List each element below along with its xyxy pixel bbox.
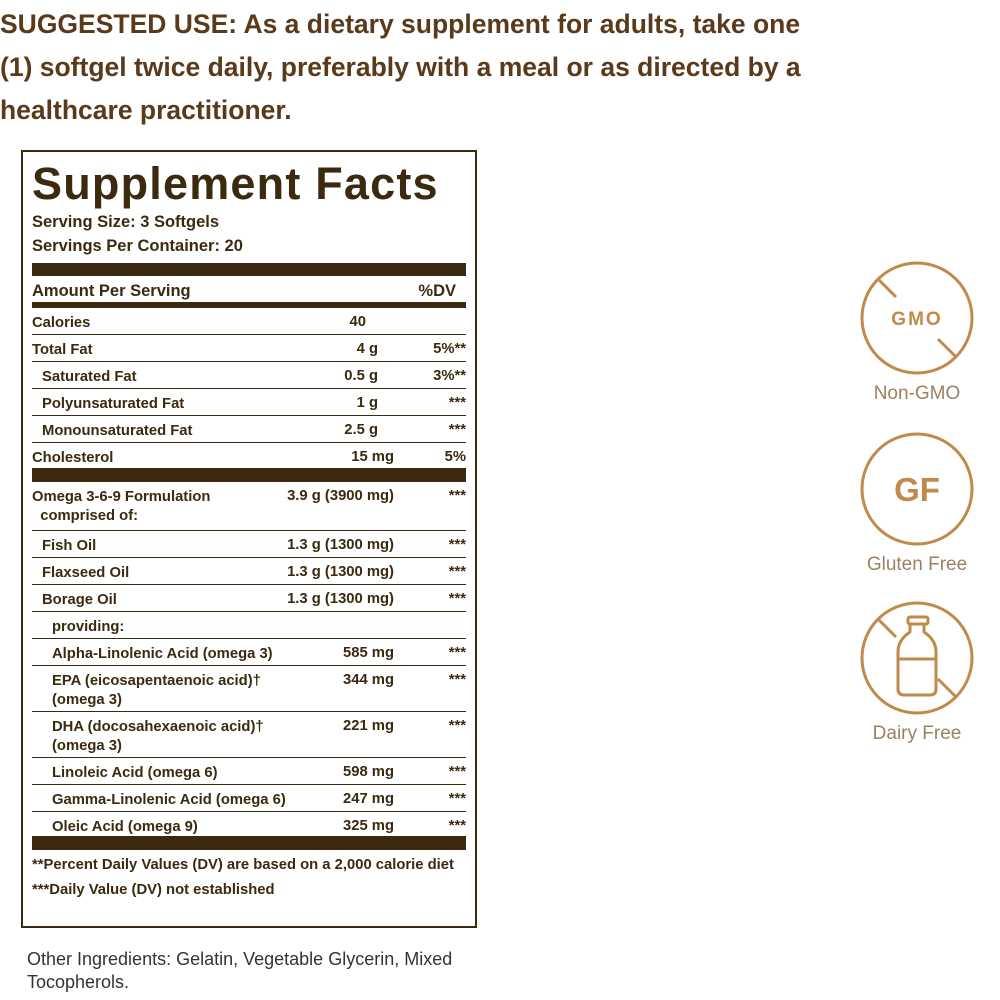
nutrient-dv: *** xyxy=(448,790,466,807)
nutrient-amount: 598 mg xyxy=(343,763,394,780)
nutrient-amount: 221 mg xyxy=(343,717,394,734)
nutrient-amount: 15 mg xyxy=(351,449,394,465)
footnote: ***Daily Value (DV) not established xyxy=(32,882,275,898)
divider-bar xyxy=(32,302,466,308)
nutrient-dv: *** xyxy=(448,563,466,580)
nutrient-amount: 344 mg xyxy=(343,671,394,688)
nutrient-row: Alpha-Linolenic Acid (omega 3) 585 mg *** xyxy=(32,639,466,666)
nutrient-dv: 3%** xyxy=(433,368,466,384)
nutrient-dv: *** xyxy=(448,671,466,688)
nutrient-amount: 585 mg xyxy=(343,644,394,661)
no-gmo-icon: GMO xyxy=(860,261,974,375)
nutrient-row: Saturated Fat 0.5 g 3%** xyxy=(32,362,466,389)
nutrient-dv: 5% xyxy=(444,449,466,465)
nutrient-dv: *** xyxy=(448,536,466,553)
nutrient-name: Total Fat xyxy=(32,342,93,358)
nutrient-name: Cholesterol xyxy=(32,450,114,466)
nutrient-dv: *** xyxy=(448,590,466,607)
badge-dairy-free: Dairy Free xyxy=(858,599,976,745)
nutrient-dv: *** xyxy=(448,644,466,661)
badge-label: Non-GMO xyxy=(873,383,961,404)
supplement-facts-panel: Supplement Facts Serving Size: 3 Softgel… xyxy=(21,150,477,928)
nutrient-row: Total Fat 4 g 5%** xyxy=(32,335,466,362)
panel-title: Supplement Facts xyxy=(32,158,439,209)
nutrient-amount: 247 mg xyxy=(343,790,394,807)
footnote: **Percent Daily Values (DV) are based on… xyxy=(32,857,454,873)
nutrient-amount: 1.3 g (1300 mg) xyxy=(287,563,394,580)
nutrient-row: Monounsaturated Fat 2.5 g *** xyxy=(32,416,466,443)
dairy-free-icon xyxy=(860,601,974,715)
divider-bar xyxy=(32,836,466,850)
badge-label: Gluten Free xyxy=(866,554,968,575)
nutrient-amount: 4 g xyxy=(356,341,378,357)
suggested-use-text: SUGGESTED USE: As a dietary supplement f… xyxy=(0,9,801,125)
badge-text: GMO xyxy=(891,309,942,330)
nutrient-amount: 2.5 g xyxy=(344,422,378,438)
gluten-free-icon: GF xyxy=(860,432,974,546)
nutrient-amount: 325 mg xyxy=(343,817,394,834)
nutrient-dv: *** xyxy=(448,487,466,504)
nutrient-row: Fish Oil 1.3 g (1300 mg) *** xyxy=(32,531,466,558)
nutrient-dv: 5%** xyxy=(433,341,466,357)
nutrient-row: Gamma-Linolenic Acid (omega 6) 247 mg *** xyxy=(32,785,466,812)
other-ingredients: Other Ingredients: Gelatin, Vegetable Gl… xyxy=(27,949,453,992)
nutrient-amount: 1.3 g (1300 mg) xyxy=(287,536,394,553)
nutrient-name: Monounsaturated Fat xyxy=(42,423,193,439)
nutrient-dv: *** xyxy=(448,717,466,734)
nutrient-row: Omega 3-6-9 Formulation comprised of: 3.9… xyxy=(32,482,466,531)
badge-gluten-free: GF Gluten Free xyxy=(858,430,976,576)
nutrient-amount: 3.9 g (3900 mg) xyxy=(287,487,394,504)
badge-label: Dairy Free xyxy=(872,723,962,744)
nutrient-name: EPA (eicosapentaenoic acid)† (omega 3) xyxy=(52,672,261,708)
nutrient-dv: *** xyxy=(448,763,466,780)
nutrient-name: Saturated Fat xyxy=(42,369,137,385)
servings-per-container: Servings Per Container: 20 xyxy=(32,237,243,255)
footnotes: **Percent Daily Values (DV) are based on… xyxy=(32,856,466,900)
nutrient-row: Oleic Acid (omega 9) 325 mg *** xyxy=(32,812,466,838)
nutrient-name: Oleic Acid (omega 9) xyxy=(52,818,198,835)
nutrient-row: providing: xyxy=(32,612,466,639)
nutrient-name: Calories xyxy=(32,315,91,331)
nutrient-name: Flaxseed Oil xyxy=(42,564,130,581)
badge-non-gmo: GMO Non-GMO xyxy=(858,259,976,405)
nutrient-name: Borage Oil xyxy=(42,591,117,608)
milk-bottle-icon xyxy=(896,615,938,697)
divider-bar xyxy=(32,467,466,482)
nutrient-row: Calories 40 xyxy=(32,308,466,335)
nutrient-name: providing: xyxy=(52,618,125,635)
nutrient-name: Omega 3-6-9 Formulation comprised of: xyxy=(32,488,211,524)
dv-header: %DV xyxy=(418,282,456,300)
header-row: Amount Per Serving %DV xyxy=(32,276,466,302)
nutrient-dv: *** xyxy=(448,817,466,834)
serving-size: Serving Size: 3 Softgels xyxy=(32,213,220,231)
nutrient-row: DHA (docosahexaenoic acid)† (omega 3) 221… xyxy=(32,712,466,758)
divider-bar xyxy=(32,263,466,276)
nutrient-dv: *** xyxy=(448,395,466,411)
nutrient-row: Cholesterol 15 mg 5% xyxy=(32,443,466,469)
nutrient-name: Linoleic Acid (omega 6) xyxy=(52,764,218,781)
nutrient-row: Polyunsaturated Fat 1 g *** xyxy=(32,389,466,416)
nutrient-row: Linoleic Acid (omega 6) 598 mg *** xyxy=(32,758,466,785)
nutrient-row: Borage Oil 1.3 g (1300 mg) *** xyxy=(32,585,466,612)
nutrient-name: Gamma-Linolenic Acid (omega 6) xyxy=(52,791,286,808)
nutrient-name: Fish Oil xyxy=(42,537,97,554)
nutrient-amount: 1 g xyxy=(356,395,378,411)
nutrient-amount: 1.3 g (1300 mg) xyxy=(287,590,394,607)
nutrient-amount: 0.5 g xyxy=(344,368,378,384)
nutrient-name: DHA (docosahexaenoic acid)† (omega 3) xyxy=(52,718,264,754)
nutrient-name: Alpha-Linolenic Acid (omega 3) xyxy=(52,645,273,662)
nutrient-dv: *** xyxy=(448,422,466,438)
nutrient-amount: 40 xyxy=(349,314,366,330)
nutrient-row: EPA (eicosapentaenoic acid)† (omega 3) 34… xyxy=(32,666,466,712)
badge-text: GF xyxy=(894,471,940,508)
nutrient-row: Flaxseed Oil 1.3 g (1300 mg) *** xyxy=(32,558,466,585)
nutrient-name: Polyunsaturated Fat xyxy=(42,396,185,412)
amount-per-serving-header: Amount Per Serving xyxy=(32,282,191,300)
